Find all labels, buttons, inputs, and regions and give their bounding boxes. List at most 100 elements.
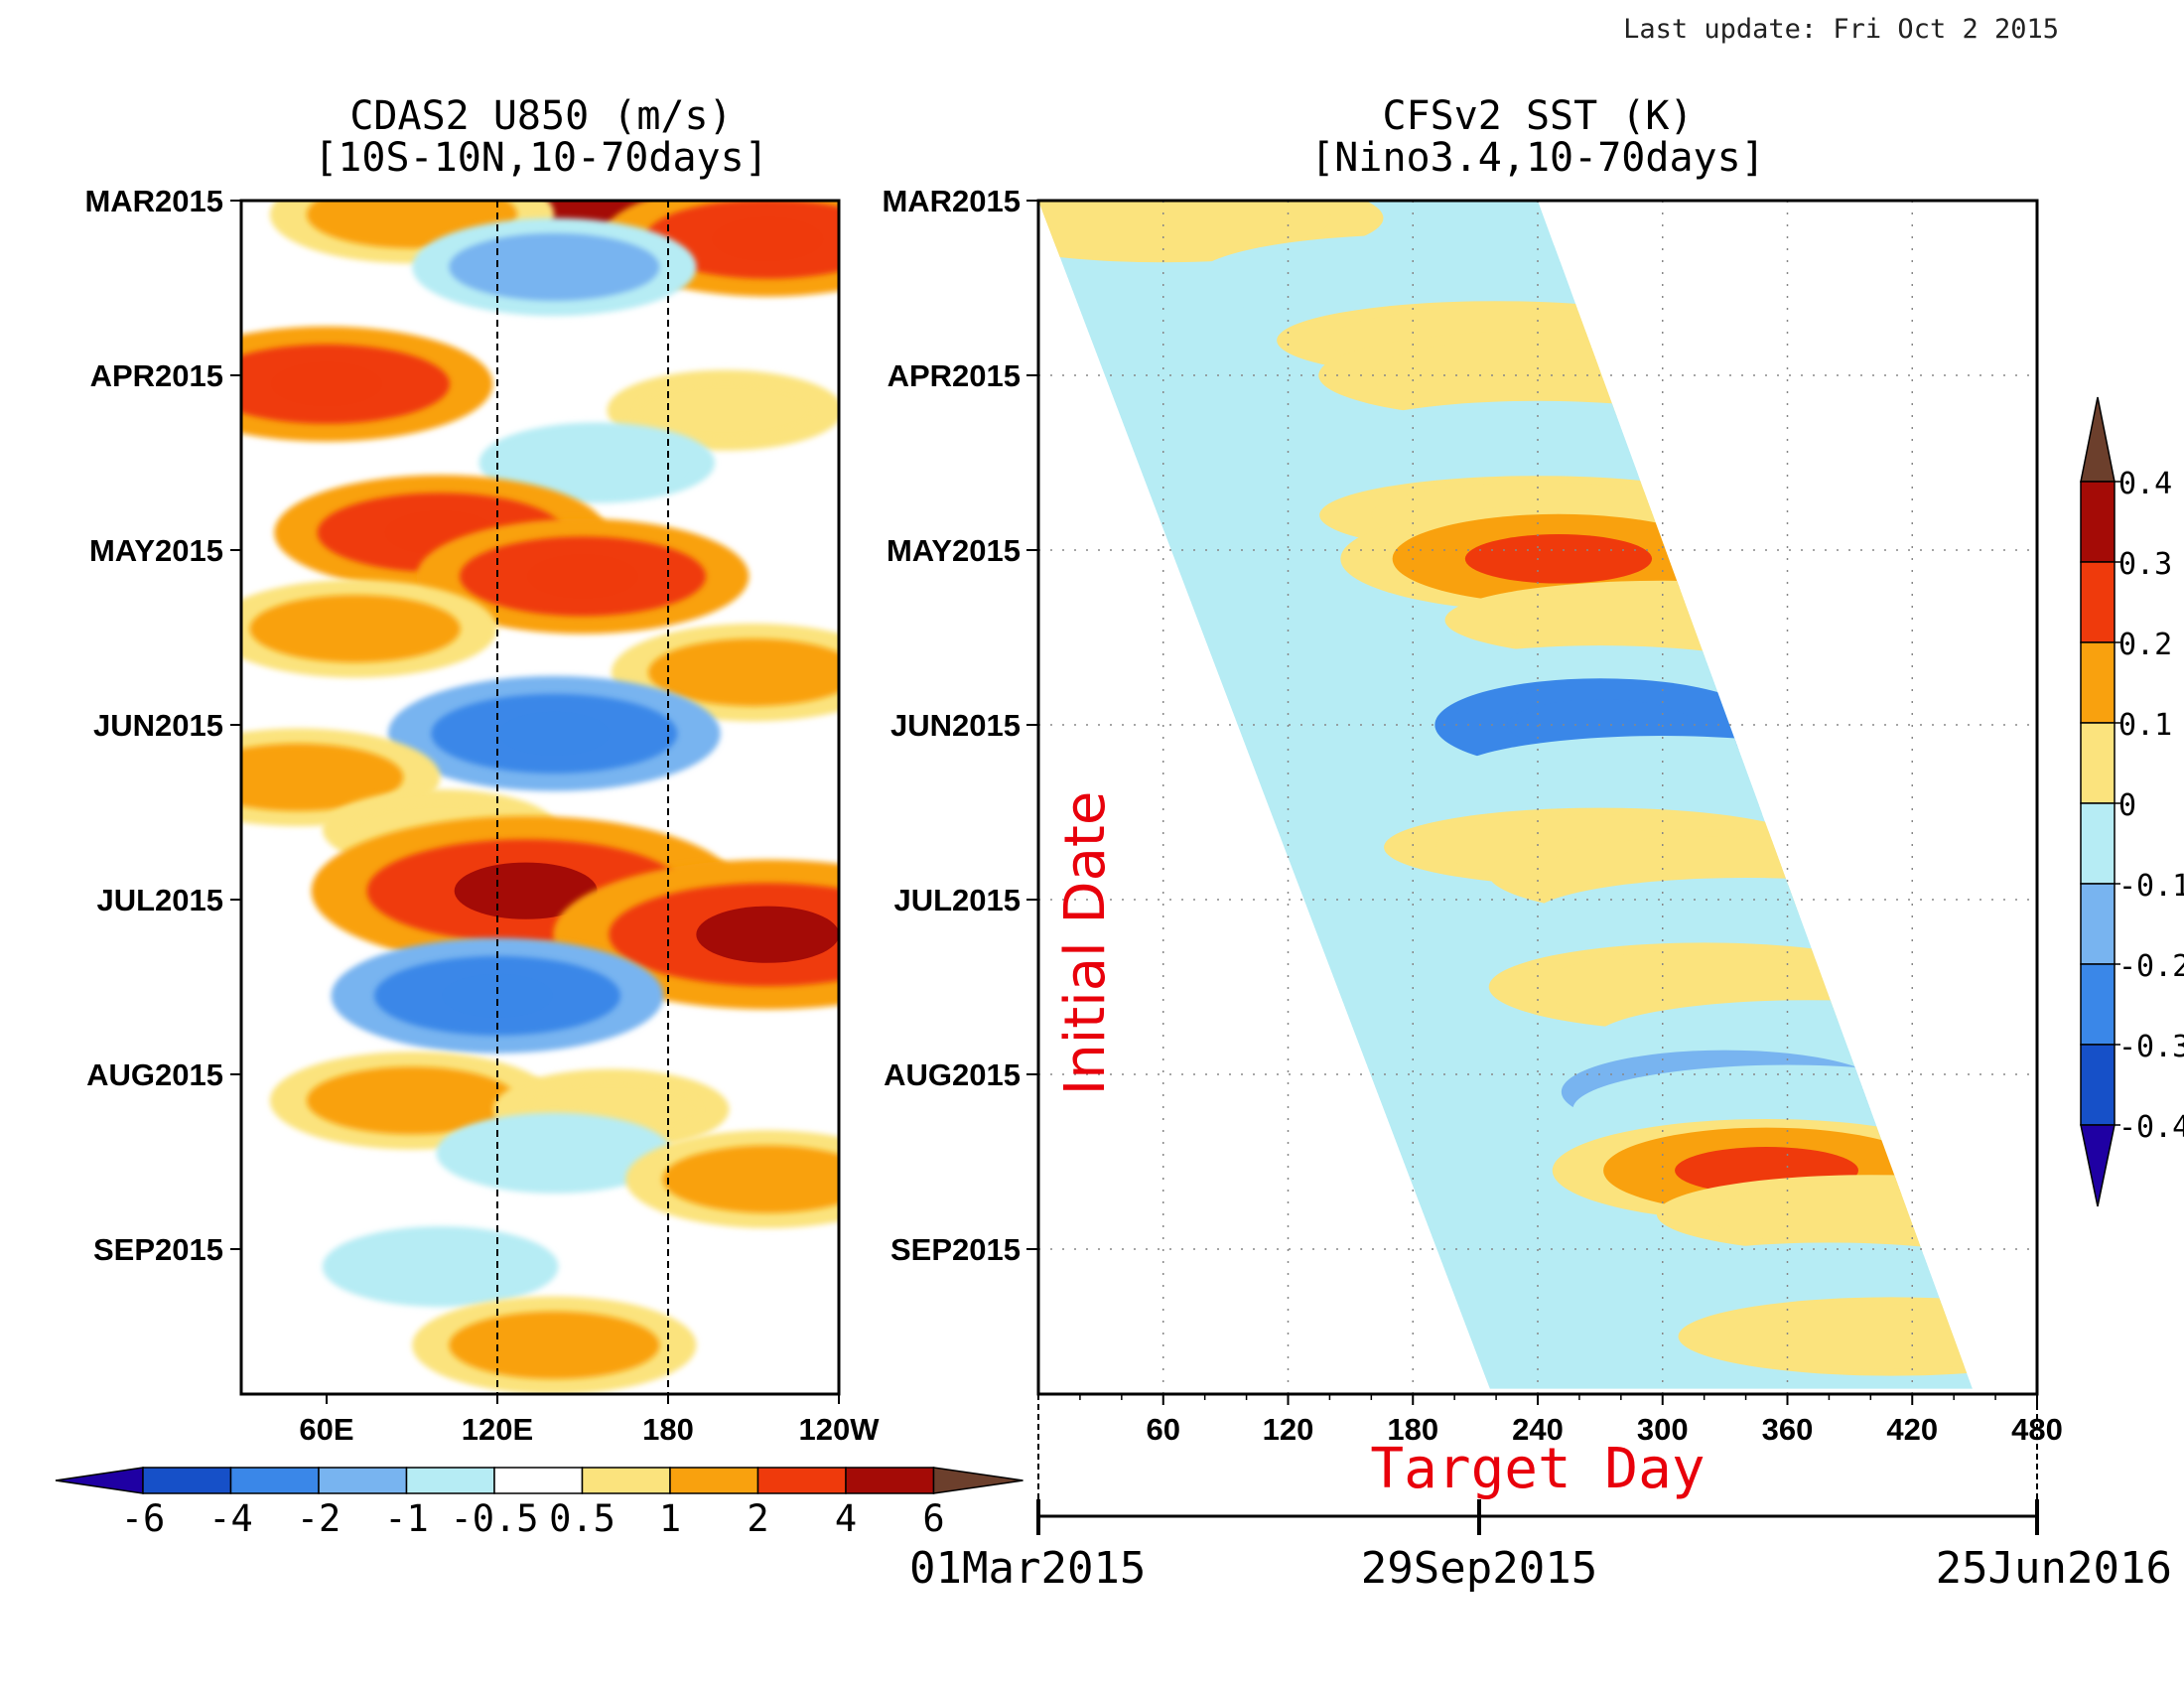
y-tick-label: AUG2015 [86,1057,223,1092]
x-tick-label: 300 [1637,1412,1689,1447]
u850-anomaly-core [527,554,638,599]
left-chart-title: CDAS2 U850 (m/s) [349,93,732,139]
y-tick-label: SEP2015 [93,1232,223,1267]
right-heatmap-area [1038,201,1974,1389]
date-axis-label: 01Mar2015 [909,1543,1146,1594]
colorbar-label: 0.4 [2118,467,2172,501]
colorbar-label: 0.1 [2118,708,2172,743]
u850-anomaly [637,382,813,439]
colorbar-label: -0.5 [450,1497,538,1540]
colorbar-segment [669,1467,759,1494]
u850-anomaly [307,1066,517,1135]
colorbar-label: -0.4 [2118,1110,2184,1145]
colorbar-segment [318,1467,408,1494]
colorbar-label: -0.1 [2118,869,2184,904]
y-tick-label: AUG2015 [884,1057,1021,1092]
left-chart: CDAS2 U850 (m/s) [10S-10N,10-70days] MAR… [84,93,881,1447]
date-axis: 01Mar2015 29Sep2015 25Jun2016 [909,1394,2172,1594]
colorbar-segment [2080,561,2116,643]
u850-anomaly [249,595,461,663]
colorbar-label: 0.3 [2118,547,2172,582]
y-tick-label: SEP2015 [890,1232,1021,1267]
colorbar-min-arrow [2080,1124,2116,1207]
sst-anomaly [1497,743,1829,812]
colorbar-label: -2 [297,1497,341,1540]
colorbar-label: 0 [2118,788,2136,823]
u850-anomaly [467,1125,642,1182]
right-colorbar: 0.4 0.3 0.2 0.1 0 -0.1 -0.2 -0.3 -0.4 [2080,396,2184,1207]
colorbar-segment [405,1467,495,1494]
colorbar-segment [756,1467,847,1494]
x-tick-label: 180 [642,1412,694,1447]
right-chart-title: CFSv2 SST (K) [1382,93,1693,139]
colorbar-label: -0.3 [2118,1030,2184,1064]
x-tick-label: 120E [462,1412,533,1447]
colorbar-segment [142,1467,232,1494]
y-tick-label: APR2015 [887,358,1021,393]
y-tick-label: JUL2015 [893,883,1021,917]
y-tick-label: MAY2015 [89,533,223,568]
u850-anomaly [449,232,660,301]
u850-anomaly-core [696,906,839,963]
u850-anomaly [352,1238,528,1295]
u850-anomaly [241,743,404,811]
sst-anomaly [1580,884,1911,950]
x-tick-label: 60 [1147,1412,1180,1447]
colorbar-label: 2 [747,1497,768,1540]
colorbar-segment [2080,641,2116,724]
colorbar-segment [229,1467,320,1494]
sst-anomaly [1371,408,1705,483]
colorbar-label: 0.5 [549,1497,615,1540]
colorbar-segment [845,1467,935,1494]
colorbar-segment [2080,802,2116,885]
u850-anomaly-core [712,216,824,261]
sst-anomaly [1245,242,1580,317]
forecast-band [1038,201,1974,1389]
sst-anomaly-core [1464,534,1653,584]
y-tick-label: MAY2015 [887,533,1021,568]
colorbar-label: -1 [384,1497,429,1540]
u850-anomaly [509,435,685,491]
right-chart-ylabel: Initial Date [1053,791,1118,1096]
date-axis-label: 25Jun2016 [1936,1543,2172,1594]
colorbar-segment [2080,963,2116,1046]
sst-anomaly [1707,1181,1974,1247]
y-tick-label: MAR2015 [882,184,1021,218]
colorbar-segment [2080,481,2116,563]
left-chart-subtitle: [10S-10N,10-70days] [314,135,768,181]
colorbar-segment [2080,1044,2116,1126]
x-tick-label: 120W [799,1412,881,1447]
u850-anomaly-core [498,711,611,756]
x-tick-label: 360 [1762,1412,1814,1447]
y-tick-label: JUN2015 [890,708,1021,743]
colorbar-max-arrow [2080,396,2116,483]
u850-anomaly [648,638,839,707]
right-chart: CFSv2 SST (K) [Nino3.4,10-70days] MAR201… [882,93,2172,1594]
x-tick-label: 240 [1512,1412,1564,1447]
x-tick-label: 420 [1886,1412,1938,1447]
colorbar-label: 6 [922,1497,944,1540]
right-chart-xlabel: Target Day [1370,1437,1705,1501]
u850-anomaly [662,1145,839,1213]
left-colorbar: -6 -4 -2 -1 -0.5 0.5 1 2 4 6 [55,1467,1024,1540]
y-tick-label: JUL2015 [96,883,223,917]
colorbar-min-arrow [55,1467,144,1494]
colorbar-label: 4 [835,1497,857,1540]
sst-anomaly [1038,201,1331,255]
x-tick-label: 60E [299,1412,353,1447]
last-update-text: Last update: Fri Oct 2 2015 [1623,14,2059,45]
x-tick-label: 120 [1263,1412,1314,1447]
u850-anomaly [449,1311,660,1379]
colorbar-label: 1 [659,1497,681,1540]
colorbar-segment [2080,883,2116,965]
u850-anomaly-core [454,862,598,919]
sst-anomaly [1728,1304,1974,1369]
colorbar-max-arrow [932,1467,1024,1494]
left-heatmap-area [241,201,839,1394]
colorbar-segment [493,1467,584,1494]
left-plot-frame [239,199,841,1396]
colorbar-segment [2080,722,2116,804]
x-tick-label: 180 [1387,1412,1438,1447]
date-axis-label: 29Sep2015 [1361,1543,1597,1594]
u850-anomaly-core [442,973,553,1018]
